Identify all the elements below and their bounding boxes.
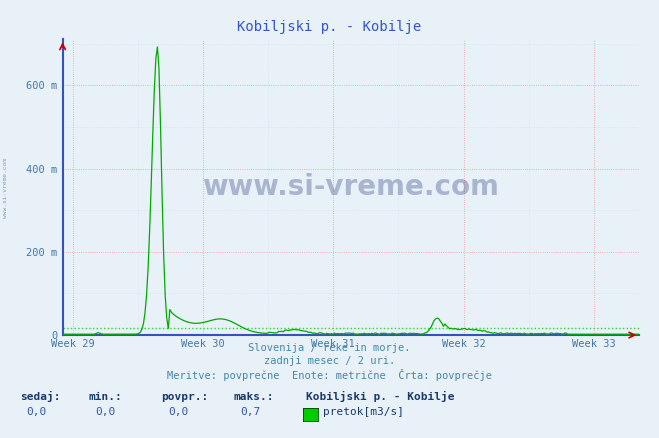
Text: 0,0: 0,0 — [26, 407, 47, 417]
Text: Kobiljski p. - Kobilje: Kobiljski p. - Kobilje — [237, 20, 422, 34]
Text: Meritve: povprečne  Enote: metrične  Črta: povprečje: Meritve: povprečne Enote: metrične Črta:… — [167, 369, 492, 381]
Text: www.si-vreme.com: www.si-vreme.com — [202, 173, 500, 201]
Text: Slovenija / reke in morje.: Slovenija / reke in morje. — [248, 343, 411, 353]
Text: 0,7: 0,7 — [241, 407, 261, 417]
Text: zadnji mesec / 2 uri.: zadnji mesec / 2 uri. — [264, 356, 395, 366]
Text: 0,0: 0,0 — [96, 407, 116, 417]
Text: Kobiljski p. - Kobilje: Kobiljski p. - Kobilje — [306, 391, 455, 402]
Text: povpr.:: povpr.: — [161, 392, 209, 402]
Text: min.:: min.: — [89, 392, 123, 402]
Text: www.si-vreme.com: www.si-vreme.com — [3, 159, 8, 218]
Text: sedaj:: sedaj: — [20, 391, 60, 402]
Text: 0,0: 0,0 — [168, 407, 188, 417]
Text: maks.:: maks.: — [234, 392, 274, 402]
Text: pretok[m3/s]: pretok[m3/s] — [323, 407, 404, 417]
